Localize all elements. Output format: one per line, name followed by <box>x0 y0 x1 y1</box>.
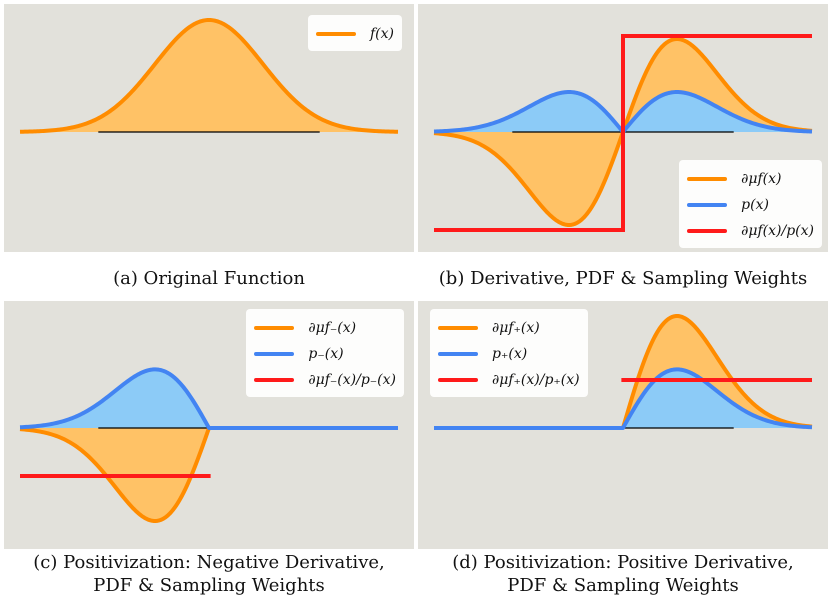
panel-c: ∂μf₋(x) p₋(x) ∂μf₋(x)/p₋(x) <box>4 301 414 549</box>
caption-b: (b) Derivative, PDF & Sampling Weights <box>438 268 808 289</box>
panel-d-plot <box>434 314 813 430</box>
legend-swatch-orange <box>315 32 356 36</box>
legend-row: ∂μf₋(x)/p₋(x) <box>254 367 396 393</box>
legend-d: ∂μf₊(x) p₊(x) ∂μf₊(x)/p₊(x) <box>430 309 588 397</box>
legend-row: p₊(x) <box>438 341 580 367</box>
legend-label: ∂μf(x)/p(x) <box>741 223 814 239</box>
legend-swatch-orange <box>254 326 295 330</box>
panel-a-plot <box>19 18 399 134</box>
caption-c-line2: PDF & Sampling Weights <box>93 575 325 596</box>
legend-row: ∂μf₊(x)/p₊(x) <box>438 367 580 393</box>
legend-row: f(x) <box>315 21 394 47</box>
legend-c: ∂μf₋(x) p₋(x) ∂μf₋(x)/p₋(x) <box>246 309 404 397</box>
b-red-step <box>434 34 812 232</box>
legend-swatch-red <box>254 378 295 382</box>
caption-d: (d) Positivization: Positive Derivative,… <box>418 551 828 597</box>
legend-row: p(x) <box>687 192 814 218</box>
a-orange-line <box>19 18 399 134</box>
d-orange-line <box>621 314 813 429</box>
panel-b-plot <box>433 34 813 232</box>
legend-swatch-blue <box>687 203 728 207</box>
legend-row: p₋(x) <box>254 341 396 367</box>
c-blue-fill <box>20 369 209 428</box>
legend-label: ∂μf₋(x)/p₋(x) <box>308 372 396 388</box>
caption-d-line1: (d) Positivization: Positive Derivative, <box>452 552 794 573</box>
caption-a: (a) Original Function <box>113 268 305 289</box>
a-orange-fill <box>20 20 398 132</box>
legend-row: ∂μf₊(x) <box>438 315 580 341</box>
caption-c: (c) Positivization: Negative Derivative,… <box>4 551 414 597</box>
legend-row: ∂μf(x) <box>687 166 814 192</box>
legend-swatch-red <box>687 229 728 233</box>
legend-label: ∂μf₊(x) <box>492 320 540 336</box>
caption-c-line1: (c) Positivization: Negative Derivative, <box>33 552 385 573</box>
legend-swatch-blue <box>254 352 295 356</box>
panel-d: ∂μf₊(x) p₊(x) ∂μf₊(x)/p₊(x) <box>418 301 828 549</box>
panel-c-plot <box>19 367 398 523</box>
legend-label: ∂μf₊(x)/p₊(x) <box>492 372 580 388</box>
legend-swatch-orange <box>687 177 728 181</box>
legend-swatch-orange <box>438 326 478 330</box>
legend-b: ∂μf(x) p(x) ∂μf(x)/p(x) <box>679 160 822 248</box>
caption-d-line2: PDF & Sampling Weights <box>507 575 739 596</box>
legend-row: ∂μf₋(x) <box>254 315 396 341</box>
legend-label: f(x) <box>369 26 394 42</box>
legend-a: f(x) <box>307 15 402 51</box>
panel-b: ∂μf(x) p(x) ∂μf(x)/p(x) <box>418 4 828 252</box>
c-blue-line <box>19 367 398 430</box>
legend-row: ∂μf(x)/p(x) <box>687 218 814 244</box>
legend-label: p(x) <box>741 197 769 213</box>
d-blue-fill <box>623 369 812 428</box>
c-orange-line <box>19 427 211 523</box>
legend-swatch-blue <box>438 352 478 356</box>
legend-label: p₊(x) <box>492 346 528 362</box>
legend-label: ∂μf₋(x) <box>308 320 357 336</box>
legend-label: ∂μf(x) <box>741 171 782 187</box>
b-blue-fill <box>434 92 812 132</box>
legend-swatch-red <box>438 378 478 382</box>
panel-a: f(x) <box>4 4 414 252</box>
legend-label: p₋(x) <box>308 346 344 362</box>
